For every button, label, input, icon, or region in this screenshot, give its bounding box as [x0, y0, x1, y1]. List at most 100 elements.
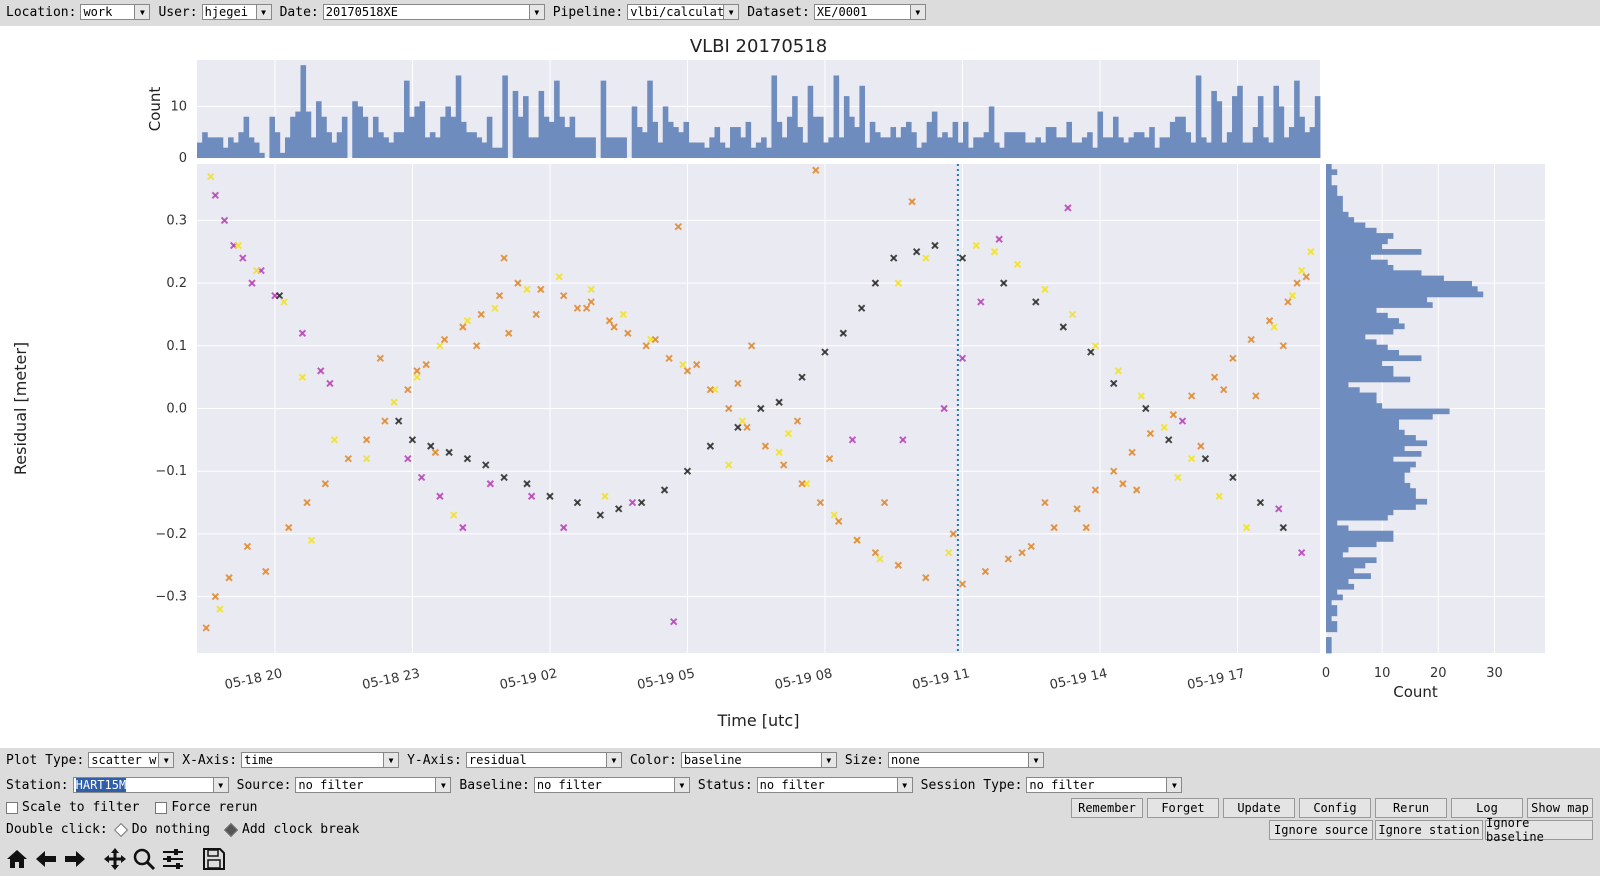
forward-arrow-icon[interactable] — [62, 846, 88, 872]
right-histogram-bar — [1326, 525, 1349, 532]
x-tick-label: 05-19 17 — [1186, 666, 1246, 693]
data-point-stroke — [899, 436, 907, 444]
config-button[interactable]: Config — [1299, 798, 1371, 818]
do-nothing-label: Do nothing — [131, 822, 211, 837]
location-select[interactable]: work ▼ — [80, 4, 151, 20]
top-histogram-bar — [1226, 132, 1233, 158]
data-point-stroke — [871, 548, 880, 557]
top-histogram-bar — [1237, 85, 1243, 158]
top-histogram-bar — [316, 101, 322, 158]
data-point-stroke — [637, 498, 646, 507]
forget-button[interactable]: Forget — [1147, 798, 1219, 818]
data-point-stroke — [477, 310, 485, 319]
data-point-stroke — [262, 567, 270, 576]
y-axis-title: Residual [meter] — [11, 342, 30, 475]
data-point-stroke — [1307, 248, 1315, 256]
data-point-stroke — [784, 429, 793, 438]
data-point-black — [912, 248, 921, 256]
user-select[interactable]: hjegei ▼ — [201, 4, 272, 20]
data-point-black — [1000, 279, 1008, 287]
right-histogram-bar — [1326, 621, 1338, 627]
update-button[interactable]: Update — [1223, 798, 1295, 818]
right-histogram-bar — [1326, 546, 1349, 553]
data-point-magenta — [1275, 505, 1283, 513]
log-button[interactable]: Log — [1451, 798, 1523, 818]
right-histogram-bar — [1326, 498, 1428, 505]
top-histogram-bar — [952, 121, 959, 158]
data-point-stroke — [596, 511, 605, 519]
data-point-black — [839, 329, 848, 337]
data-point-stroke — [651, 335, 660, 344]
ignore-source-button[interactable]: Ignore source — [1269, 820, 1373, 840]
ignore-station-button[interactable]: Ignore station — [1375, 820, 1483, 840]
color-select[interactable]: baseline ▼ — [680, 752, 837, 768]
scale-to-filter-checkbox[interactable] — [6, 801, 18, 814]
top-histogram-bar — [849, 116, 855, 158]
size-select[interactable]: none ▼ — [887, 752, 1044, 768]
data-point-magenta — [211, 191, 220, 200]
data-point-stroke — [482, 461, 490, 469]
chevron-down-icon: ▼ — [383, 753, 399, 767]
top-histogram-bar — [693, 142, 700, 158]
data-point-stroke — [1297, 548, 1306, 557]
back-arrow-icon[interactable] — [33, 846, 59, 872]
data-point-stroke — [624, 329, 632, 337]
data-point-stroke — [1201, 454, 1210, 463]
data-point-stroke — [839, 329, 848, 337]
data-point-orange — [582, 304, 591, 312]
add-clock-break-radio[interactable] — [223, 822, 239, 837]
station-select[interactable]: HART15M ▼ — [72, 777, 229, 793]
status-select[interactable]: no filter ▼ — [756, 777, 913, 793]
data-point-stroke — [344, 454, 352, 463]
data-point-stroke — [977, 298, 985, 306]
data-point-yellow — [738, 417, 747, 425]
show-map-button[interactable]: Show map — [1527, 798, 1593, 818]
rerun-button[interactable]: Rerun — [1375, 798, 1447, 818]
top-histogram-bar — [1216, 101, 1223, 158]
pan-icon[interactable] — [102, 846, 128, 872]
date-select[interactable]: 20170518XE ▼ — [322, 4, 545, 20]
plot-type-select[interactable]: scatter w ▼ — [88, 752, 175, 768]
pipeline-select[interactable]: vlbi/calculate ▼ — [627, 4, 740, 20]
data-point-magenta — [298, 329, 307, 337]
force-rerun-checkbox[interactable] — [155, 801, 168, 814]
source-select[interactable]: no filter ▼ — [295, 777, 452, 793]
data-point-stroke — [1050, 523, 1058, 532]
data-point-stroke — [660, 486, 669, 494]
zoom-icon[interactable] — [131, 846, 157, 872]
y-axis-select[interactable]: residual ▼ — [465, 752, 622, 768]
ignore-baseline-button[interactable]: Ignore baseline — [1485, 816, 1593, 844]
top-histogram-bar — [404, 80, 410, 158]
dataset-select[interactable]: XE/0001 ▼ — [813, 4, 926, 20]
top-histogram-bar — [636, 127, 643, 158]
right-histogram-bar — [1326, 206, 1343, 213]
x-axis-select[interactable]: time ▼ — [241, 752, 400, 768]
data-point-stroke — [427, 442, 435, 450]
configure-subplots-icon[interactable] — [160, 846, 186, 872]
top-histogram-bar — [833, 75, 840, 158]
data-point-stroke — [1004, 555, 1013, 563]
top-histogram-bar — [1061, 137, 1067, 158]
data-point-stroke — [1119, 480, 1127, 488]
top-histogram-bar — [1263, 137, 1269, 158]
right-histogram-bar — [1326, 605, 1338, 611]
top-histogram-bar — [1268, 142, 1274, 158]
chevron-down-icon: ▼ — [528, 5, 544, 19]
remember-button[interactable]: Remember — [1071, 798, 1143, 818]
save-icon[interactable] — [201, 846, 227, 872]
top-histogram-bar — [1154, 147, 1160, 158]
add-clock-break-label: Add clock break — [242, 822, 360, 837]
top-histogram-bar — [502, 75, 508, 158]
plot-canvas[interactable]: VLBI 20170518 0 10 Count 05-18 20 05-18 23 0… — [0, 26, 1600, 748]
top-histogram-bar — [999, 147, 1005, 158]
baseline-select[interactable]: no filter ▼ — [533, 777, 690, 793]
home-icon[interactable] — [4, 846, 30, 872]
session-type-select[interactable]: no filter ▼ — [1026, 777, 1183, 793]
top-histogram-bar — [269, 116, 276, 158]
do-nothing-radio[interactable] — [113, 822, 128, 837]
data-point-stroke — [669, 617, 678, 626]
data-point-stroke — [990, 248, 999, 256]
top-histogram-bar — [957, 142, 964, 158]
right-histogram-bar — [1326, 275, 1444, 282]
